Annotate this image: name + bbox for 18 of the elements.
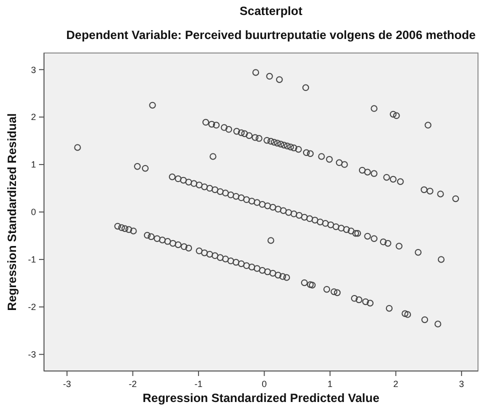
x-tick-label: 0 bbox=[262, 379, 267, 389]
x-tick-label: 3 bbox=[459, 379, 464, 389]
y-tick-label: 3 bbox=[30, 64, 36, 75]
y-tick-label: 0 bbox=[30, 207, 36, 218]
x-axis-title: Regression Standardized Predicted Value bbox=[142, 391, 380, 405]
chart-title: Scatterplot bbox=[240, 4, 302, 18]
y-tick-label: 1 bbox=[30, 160, 36, 170]
y-axis-title: Regression Standardized Residual bbox=[5, 113, 19, 311]
y-tick-label: -1 bbox=[28, 254, 36, 265]
chart-subtitle: Dependent Variable: Perceived buurtreputatie volgens de 2006 methode bbox=[66, 28, 476, 42]
x-tick-label: -3 bbox=[63, 379, 72, 389]
y-tick-label: 2 bbox=[30, 112, 36, 122]
x-tick-label: -1 bbox=[194, 379, 203, 389]
x-tick-label: 2 bbox=[393, 379, 398, 389]
x-tick-label: -2 bbox=[128, 379, 137, 389]
y-tick-label: -2 bbox=[28, 302, 36, 312]
y-tick-label: -3 bbox=[28, 350, 36, 360]
x-tick-label: 1 bbox=[328, 379, 333, 389]
